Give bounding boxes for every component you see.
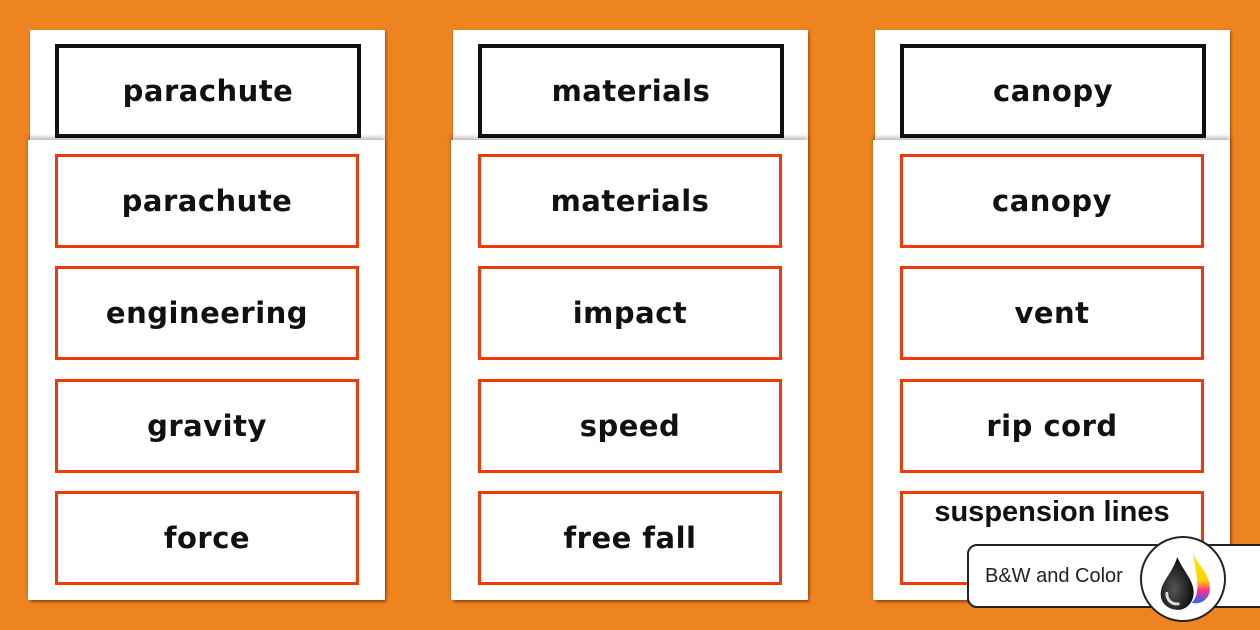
ink-drops-icon[interactable] xyxy=(1140,536,1226,622)
word-card: vent xyxy=(900,266,1204,360)
word-card-list: materials impact speed free fall xyxy=(451,140,808,600)
sheet-3: canopy canopy vent rip cord suspension l… xyxy=(873,30,1230,600)
header-word: parachute xyxy=(55,44,361,138)
sheet-2: materials materials impact speed free fa… xyxy=(451,30,808,600)
header-word: canopy xyxy=(900,44,1206,138)
word-card: rip cord xyxy=(900,379,1204,473)
word-card-list: canopy vent rip cord suspension lines xyxy=(873,140,1230,600)
header-card: parachute xyxy=(30,30,385,140)
header-card: canopy xyxy=(875,30,1230,140)
color-mode-label: B&W and Color xyxy=(985,565,1123,587)
header-word: materials xyxy=(478,44,784,138)
word-card: free fall xyxy=(478,491,782,585)
word-card: speed xyxy=(478,379,782,473)
word-card: force xyxy=(55,491,359,585)
word-card: impact xyxy=(478,266,782,360)
word-card: engineering xyxy=(55,266,359,360)
sheet-1: parachute parachute engineering gravity … xyxy=(28,30,385,600)
header-card: materials xyxy=(453,30,808,140)
word-card: canopy xyxy=(900,154,1204,248)
word-card: gravity xyxy=(55,379,359,473)
word-card: materials xyxy=(478,154,782,248)
word-card: parachute xyxy=(55,154,359,248)
word-card-list: parachute engineering gravity force xyxy=(28,140,385,600)
